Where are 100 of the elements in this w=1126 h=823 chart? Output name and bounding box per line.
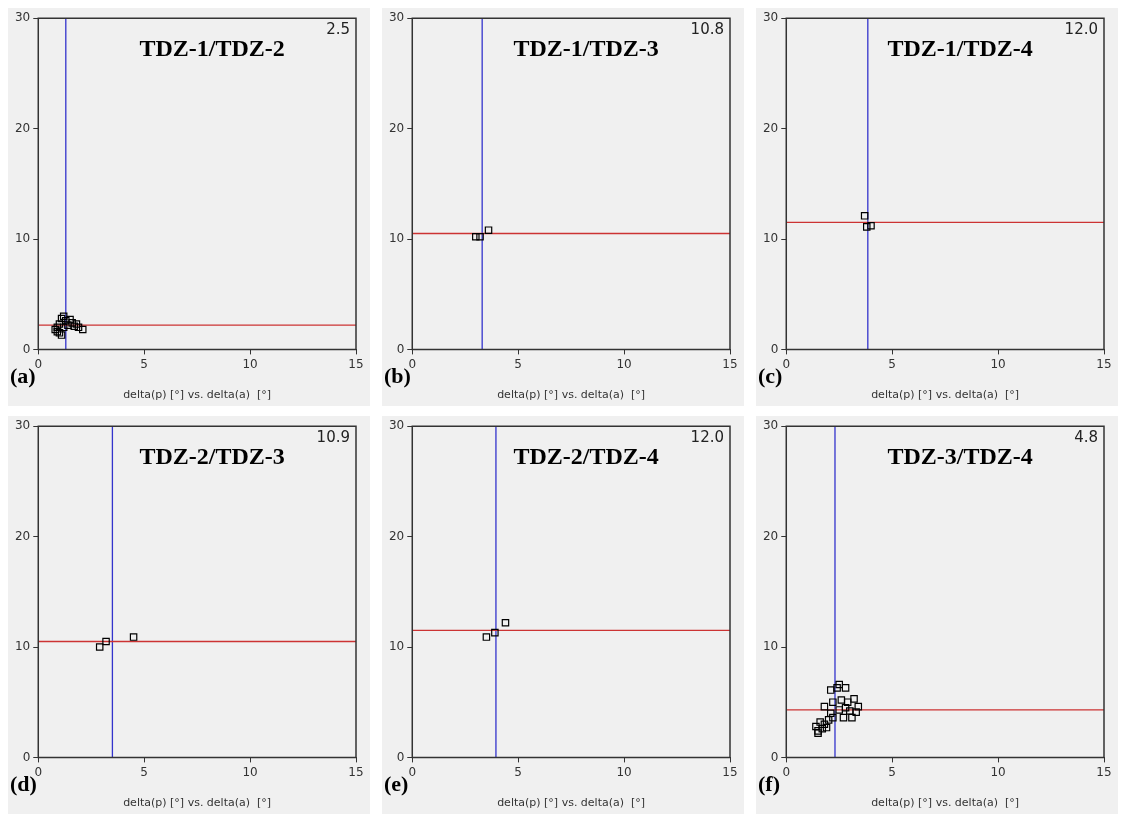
point [491,628,499,637]
x-tick-label: 5 [888,356,896,371]
x-tick-label: 5 [514,356,522,371]
point [64,321,72,329]
x-tick-label: 5 [514,764,522,779]
point [854,702,863,711]
text: TDZ-1/TDZ-3 [513,35,659,62]
text: (e) [384,770,409,796]
point [824,716,833,724]
x-tick-label: 10 [990,356,1006,371]
point [55,320,64,328]
y-tick-label: 20 [388,528,405,543]
y-tick-label: 30 [762,10,779,25]
point [53,323,62,332]
point [816,718,824,726]
point [820,720,829,729]
y-tick-label: 0 [396,341,405,356]
point [837,696,846,704]
text: TDZ-2/TDZ-3 [139,443,285,470]
point [501,618,510,627]
point [812,722,820,731]
x-tick-label: 10 [242,764,258,779]
y-tick-label: 30 [14,10,31,25]
text: (f) [758,770,780,796]
x-tick-label: 10 [990,764,1006,779]
point [850,695,858,703]
y-tick-label: 10 [14,639,31,654]
point [841,684,850,692]
y-tick-label: 0 [770,749,779,764]
y-tick-label: 10 [762,639,779,654]
point [59,323,68,332]
x-tick-label: 0 [34,764,43,779]
point [835,706,844,714]
y-tick-label: 20 [14,120,31,135]
point [848,713,856,722]
x-tick-label: 15 [348,764,364,779]
annotation: 10.8 [690,19,724,38]
x-tick-label: 15 [722,356,738,371]
y-tick-label: 30 [388,418,405,433]
y-tick-label: 20 [762,528,779,543]
point [51,325,59,334]
point [829,698,837,706]
y-tick-label: 10 [388,639,405,654]
y-tick-label: 10 [762,231,779,246]
x-tick-label: 10 [616,764,632,779]
point [482,633,491,641]
point [78,325,87,334]
point [68,319,76,327]
point [835,680,844,689]
annotation: 4.8 [1074,427,1098,446]
point [843,698,852,706]
y-tick-label: 20 [14,528,31,543]
y-tick-label: 10 [388,231,405,246]
x-tick-label: 15 [1096,356,1112,371]
annotation: 12.0 [1064,19,1098,38]
text: (a) [10,362,36,388]
point [62,316,70,325]
x-tick-label: 0 [782,356,791,371]
y-tick-label: 20 [388,120,405,135]
y-tick-label: 0 [22,749,31,764]
point [829,713,837,722]
x-tick-label: 15 [348,356,364,371]
point [129,633,138,641]
text: (c) [758,362,783,388]
point [102,637,110,646]
x-tick-label: 0 [408,356,417,371]
y-tick-label: 30 [388,10,405,25]
x-axis-title: delta(p) [°] vs. delta(a) [°] [871,796,1020,810]
x-tick-label: 5 [888,764,896,779]
x-axis-title: delta(p) [°] vs. delta(a) [°] [497,796,646,810]
annotation: 12.0 [690,427,724,446]
point [846,707,854,715]
point [820,702,829,711]
x-tick-label: 0 [34,356,43,371]
y-tick-label: 0 [770,341,779,356]
text: TDZ-2/TDZ-4 [513,443,659,470]
x-tick-label: 15 [722,764,738,779]
x-axis-title: delta(p) [°] vs. delta(a) [°] [497,388,646,402]
y-tick-label: 0 [396,749,405,764]
point [66,315,74,324]
x-tick-label: 5 [140,356,148,371]
x-tick-label: 10 [242,356,258,371]
text: TDZ-1/TDZ-2 [139,35,285,62]
text: TDZ-1/TDZ-4 [887,35,1033,62]
point [822,723,831,732]
x-tick-label: 10 [616,356,632,371]
point [826,709,835,718]
point [95,643,104,651]
x-axis-title: delta(p) [°] vs. delta(a) [°] [123,388,272,402]
y-tick-label: 10 [14,231,31,246]
x-axis-title: delta(p) [°] vs. delta(a) [°] [123,796,272,810]
point [852,708,860,716]
point [826,686,835,694]
point [74,323,83,332]
x-tick-label: 15 [1096,764,1112,779]
point [841,703,850,712]
annotation: 10.9 [316,427,350,446]
text: TDZ-3/TDZ-4 [887,443,1033,470]
y-tick-label: 30 [762,418,779,433]
y-tick-label: 20 [762,120,779,135]
